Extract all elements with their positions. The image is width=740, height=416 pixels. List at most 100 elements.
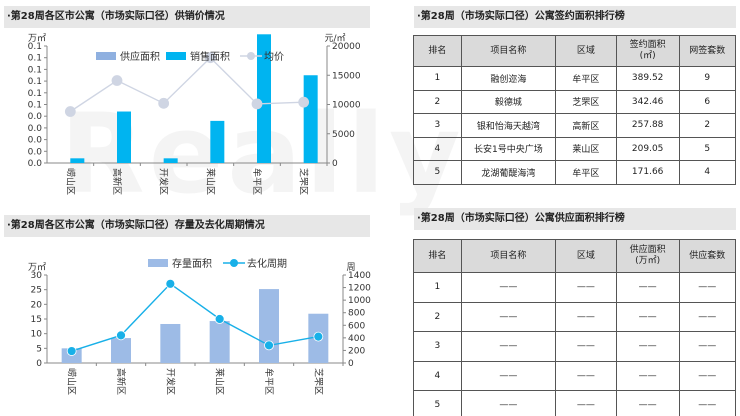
bar [111,338,131,363]
line-point [116,330,126,341]
table-cell: 2 [413,89,462,114]
table-cell: 龙湖葡醍海湾 [460,160,557,185]
table-cell: 毅德城 [460,89,557,114]
line-point [264,340,274,351]
table-cell: 芝罘区 [555,89,617,114]
y-tick-label-right: 10000 [332,101,361,111]
legend-swatch [166,52,186,60]
table-cell: —— [555,360,617,391]
table-cell: —— [678,360,737,391]
y-tick-label-left: 0.1 [28,54,42,64]
col-rank: 排名 [413,35,462,67]
x-tick-label: 牟平区 [251,168,263,195]
table-row: 2 —— —— —— —— [413,301,737,332]
table-cell: 6 [678,89,737,114]
x-tick-label: 芝罘区 [312,368,324,395]
col-units: 网签套数 [678,35,737,67]
table-cell: 1 [413,272,462,303]
table-cell: 342.46 [615,89,680,114]
legend-swatch [247,52,255,60]
y-unit-left: 万㎡ [28,262,46,273]
line-point [313,331,324,342]
col-supply-area: 供应面积 (万㎡) [615,239,680,273]
y-tick-label-right: 1000 [348,296,371,306]
table-cell: —— [615,301,680,332]
table-cell: 长安1号中央广场 [460,136,557,161]
y-tick-label-right: 600 [348,321,365,331]
y-tick-label-right: 20000 [332,42,361,52]
bar [70,158,85,163]
table-row: 5 龙湖葡醍海湾 牟平区 171.66 4 [413,160,737,185]
x-tick-label: 崂山区 [64,168,75,195]
x-tick-label: 芝罘区 [298,168,310,195]
table-cell: 257.88 [615,113,680,138]
table-cell: —— [460,331,557,362]
x-tick-label: 莱山区 [204,168,216,195]
y-unit-right: 元/㎡ [324,33,345,44]
table-cell: 209.05 [615,136,680,161]
x-tick-label: 崂山区 [66,368,77,395]
table-cell: —— [460,390,557,416]
line-point [66,346,77,356]
bar [210,120,225,163]
y-tick-label-right: 800 [348,309,365,319]
y-tick-label-left: 0.0 [28,112,43,122]
y-tick-label-left: 0.1 [28,89,42,99]
legend-label: 去化周期 [247,257,287,270]
table-cell: —— [615,272,680,303]
y-tick-label-right: 200 [348,346,365,356]
sign-ranking-title: ·第28周（市场实际口径）公寓签约面积排行榜 [414,6,736,28]
bar [303,75,318,163]
table-row: 3 银和怡海天越湾 高新区 257.88 2 [413,113,737,138]
y-tick-label-right: 400 [348,334,365,344]
table-cell: 5 [678,136,737,161]
y-tick-label-left: 10 [31,330,43,340]
table-cell: —— [615,331,680,362]
legend-label: 供应面积 [120,50,160,63]
stock-cycle-chart: 万㎡ 周 0 5 10 15 20 25 30 0 200 400 600 800 1000 1200 1400… [28,257,371,395]
table-cell: —— [678,390,737,416]
y-tick-label-right: 15000 [332,71,361,81]
table-cell: 4 [678,160,737,185]
legend-swatch [96,52,116,60]
y-tick-label-left: 5 [36,344,42,354]
table-cell: —— [678,272,737,303]
x-tick-label: 莱山区 [214,368,226,395]
line-point [251,98,263,110]
bar [209,321,230,363]
table-cell: 牟平区 [555,160,617,185]
table-row: 4 —— —— —— —— [413,360,737,391]
y-tick-label-left: 0.0 [28,124,43,134]
line-point [111,75,123,86]
col-project: 项目名称 [460,239,557,273]
table-row: 3 —— —— —— —— [413,331,737,362]
y-tick-label-left: 0.0 [28,147,43,157]
line-point [165,278,176,289]
bar [160,323,181,363]
supply-sales-price-chart: 万㎡ 元/㎡0.00.00.00.00.00.10.10.10.10.10.105… [28,33,361,195]
line-point [214,314,225,324]
legend-label: 均价 [264,51,284,63]
y-tick-label-left: 0.0 [28,136,43,146]
supply-ranking-table: 排名 项目名称 区域 供应面积 (万㎡) 供应套数 1 —— —— —— —— 2 —— —— —… [413,239,737,416]
table-cell: —— [555,272,617,303]
legend-label: 存量面积 [172,257,212,270]
legend-swatch [230,259,238,267]
table-cell: 牟平区 [555,66,617,91]
table-cell: 9 [678,66,737,91]
table-cell: 5 [413,390,462,416]
col-area-region: 区域 [555,35,617,67]
y-tick-label-left: 20 [31,300,43,310]
col-area-region: 区域 [555,239,617,273]
bar [163,158,178,163]
table-cell: —— [678,301,737,332]
stock-cycle-title: ·第28周各区市公寓（市场实际口径）存量及去化周期情况 [4,215,370,237]
y-tick-label-right: 1400 [348,271,371,281]
x-tick-label: 高新区 [111,168,123,195]
table-cell: 莱山区 [555,136,617,161]
supply-sales-price-title: ·第28周各区市公寓（市场实际口径）供销价情况 [4,6,370,28]
line-point [298,96,310,108]
table-row: 1 —— —— —— —— [413,272,737,303]
table-cell: 2 [678,113,737,138]
col-sign-area: 签约面积 (㎡) [615,35,680,67]
